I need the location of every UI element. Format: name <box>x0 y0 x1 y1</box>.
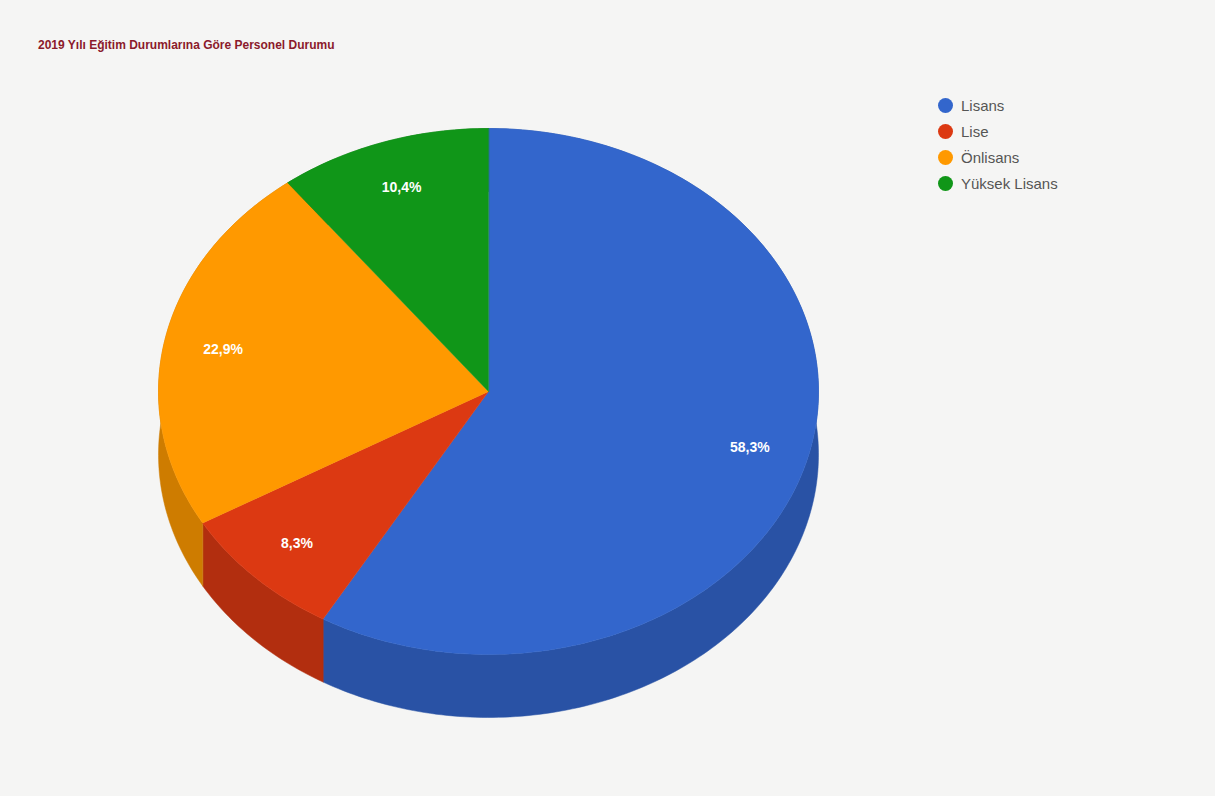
html-text:2019 Yılı Eğitim Durumlarına G: 2019 Yılı Eğitim Durumlarına Göre Person… <box>38 38 335 52</box>
html-text:Yüksek Lisans: Yüksek Lisans <box>961 174 1058 192</box>
html-text:Lisans: Lisans <box>961 96 1005 114</box>
svg-text:10,4%: 10,4% <box>382 179 422 195</box>
html-text:Lise: Lise <box>961 122 989 140</box>
svg-text:8,3%: 8,3% <box>281 535 313 551</box>
svg-text:58,3%: 58,3% <box>730 439 770 455</box>
html-text:Önlisans: Önlisans <box>961 148 1020 166</box>
svg-text:22,9%: 22,9% <box>203 341 243 357</box>
